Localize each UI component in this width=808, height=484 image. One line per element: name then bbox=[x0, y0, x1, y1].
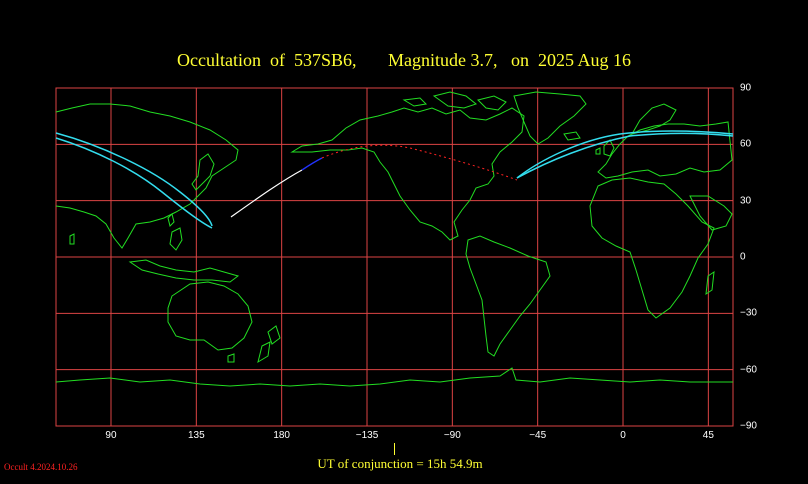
japan-coast bbox=[191, 153, 215, 191]
latitude-tick-label: 30 bbox=[740, 195, 752, 207]
africa-coast bbox=[589, 177, 715, 319]
longitude-tick-label: −135 bbox=[355, 430, 379, 441]
longitude-tick-label: 135 bbox=[187, 430, 205, 441]
path-north-limit-east bbox=[516, 130, 734, 179]
australia-coast bbox=[167, 281, 253, 351]
north-america-coast bbox=[290, 107, 525, 241]
greenland-coast bbox=[513, 91, 587, 145]
path-south-limit-east bbox=[516, 132, 734, 179]
latitude-tick-label: 90 bbox=[740, 82, 752, 94]
longitude-tick-label: 90 bbox=[105, 430, 117, 441]
latitude-tick-label: −60 bbox=[740, 364, 757, 376]
coastlines bbox=[55, 91, 733, 387]
version-label: Occult 4.2024.10.26 bbox=[4, 462, 78, 472]
antarctica-coast bbox=[55, 367, 733, 387]
longitude-tick-label: 180 bbox=[273, 430, 290, 441]
tasmania bbox=[227, 353, 235, 363]
path-north-limit-west bbox=[55, 132, 213, 227]
arabia-coast bbox=[689, 195, 733, 231]
scandinavia-coast bbox=[630, 103, 677, 135]
madagascar bbox=[705, 270, 715, 296]
latitude-tick-label: 0 bbox=[740, 251, 746, 263]
ut-conjunction: UT of conjunction = 15h 54.9m bbox=[317, 456, 483, 471]
centre-line-blue bbox=[301, 157, 323, 171]
south-america-coast bbox=[465, 235, 551, 357]
latitude-tick-label: −90 bbox=[740, 420, 757, 432]
iceland bbox=[563, 131, 581, 141]
conjunction-marker bbox=[394, 443, 395, 455]
asia-coast bbox=[55, 103, 239, 249]
longitude-tick-label: −45 bbox=[529, 430, 547, 441]
sri-lanka bbox=[69, 233, 75, 245]
europe-coast bbox=[597, 121, 733, 179]
new-zealand bbox=[257, 325, 281, 364]
centre-line-dotted bbox=[321, 144, 518, 181]
longitude-tick-label: 45 bbox=[702, 430, 714, 441]
longitude-tick-label: −90 bbox=[443, 430, 461, 441]
centre-line-day bbox=[230, 169, 303, 218]
latitude-tick-label: −30 bbox=[740, 307, 757, 319]
latitude-tick-label: 60 bbox=[740, 138, 752, 150]
indonesia-coast bbox=[128, 259, 240, 283]
longitude-tick-label: 0 bbox=[620, 430, 626, 441]
arctic-islands bbox=[402, 91, 507, 111]
chart-title: Occultation of 537SB6, Magnitude 3.7, on… bbox=[177, 50, 631, 70]
taiwan-philippines bbox=[167, 213, 183, 251]
path-south-limit-west bbox=[55, 137, 213, 229]
